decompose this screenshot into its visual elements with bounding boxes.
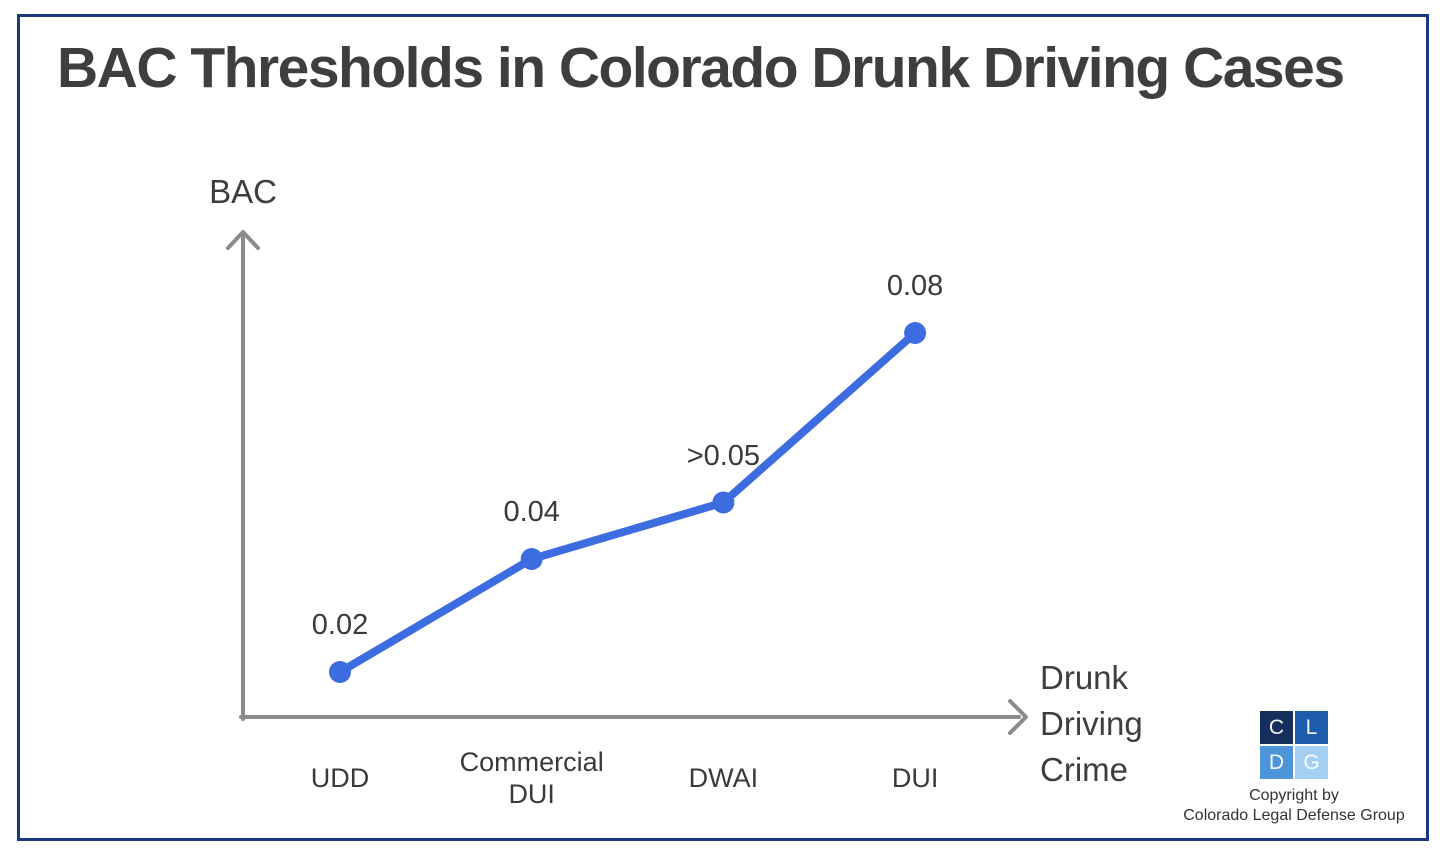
line-chart	[226, 230, 1028, 735]
cldg-logo: C L D G	[1260, 711, 1328, 779]
logo-letter-d: D	[1268, 750, 1285, 774]
data-point-dwai	[712, 491, 735, 514]
copyright-line2: Colorado Legal Defense Group	[1183, 807, 1405, 824]
x-axis-arrow-icon	[1008, 699, 1028, 735]
x-axis-label-line2: Driving	[1040, 705, 1143, 742]
footer: C L D G Copyright by Colorado Legal Defe…	[1094, 711, 1448, 826]
x-axis-label-line3: Crime	[1040, 751, 1128, 788]
x-axis-label: Drunk Driving Crime	[1040, 655, 1143, 793]
y-axis-label: BAC	[209, 173, 277, 210]
logo-cell-l: L	[1295, 711, 1328, 744]
bac-line	[336, 329, 920, 676]
logo-cell-d: D	[1260, 746, 1293, 779]
copyright-line1: Copyright by	[1249, 787, 1339, 804]
y-axis-arrow-icon	[226, 230, 260, 250]
data-point-commercial-dui	[520, 548, 543, 570]
data-point-dui	[904, 322, 927, 344]
logo-cell-c: C	[1260, 711, 1293, 744]
x-axis-label-line1: Drunk	[1040, 659, 1129, 696]
infographic-frame: BAC Thresholds in Colorado Drunk Driving…	[17, 14, 1429, 841]
copyright-text: Copyright by Colorado Legal Defense Grou…	[1094, 786, 1448, 826]
page-title: BAC Thresholds in Colorado Drunk Driving…	[57, 36, 1345, 100]
data-point-udd	[329, 661, 351, 683]
logo-letter-c: C	[1268, 715, 1285, 739]
logo-cell-g: G	[1295, 746, 1328, 779]
logo-letter-g: G	[1303, 750, 1320, 774]
logo-letter-l: L	[1305, 715, 1318, 739]
